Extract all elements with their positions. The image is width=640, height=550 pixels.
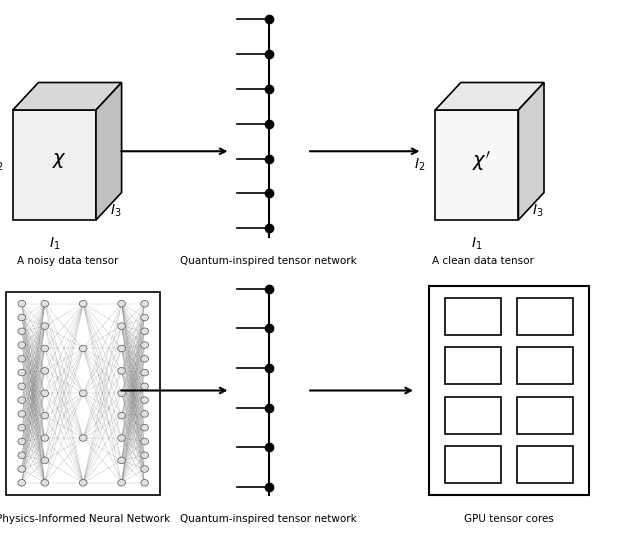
Polygon shape xyxy=(518,82,544,220)
Circle shape xyxy=(41,300,49,307)
Circle shape xyxy=(18,314,26,321)
Circle shape xyxy=(118,367,125,374)
Circle shape xyxy=(118,390,125,397)
Circle shape xyxy=(18,480,26,486)
Bar xyxy=(517,348,573,384)
Circle shape xyxy=(141,369,148,376)
Circle shape xyxy=(118,480,125,486)
Text: A noisy data tensor: A noisy data tensor xyxy=(17,256,118,266)
Circle shape xyxy=(141,438,148,445)
Circle shape xyxy=(141,480,148,486)
Circle shape xyxy=(41,345,49,352)
Circle shape xyxy=(79,434,87,441)
Circle shape xyxy=(141,425,148,431)
Bar xyxy=(517,446,573,483)
Circle shape xyxy=(41,323,49,329)
Circle shape xyxy=(18,342,26,348)
Text: GPU tensor cores: GPU tensor cores xyxy=(464,514,554,524)
Bar xyxy=(445,446,501,483)
Polygon shape xyxy=(96,82,122,220)
Circle shape xyxy=(141,383,148,389)
Text: Quantum-inspired tensor network: Quantum-inspired tensor network xyxy=(180,514,357,524)
Circle shape xyxy=(18,355,26,362)
Circle shape xyxy=(141,452,148,459)
Circle shape xyxy=(41,434,49,441)
Circle shape xyxy=(118,323,125,329)
Circle shape xyxy=(79,345,87,352)
Text: Physics-Informed Neural Network: Physics-Informed Neural Network xyxy=(0,514,170,524)
Circle shape xyxy=(141,466,148,472)
Circle shape xyxy=(18,397,26,404)
Circle shape xyxy=(141,300,148,307)
Circle shape xyxy=(41,412,49,419)
Circle shape xyxy=(79,390,87,397)
Circle shape xyxy=(18,328,26,334)
Circle shape xyxy=(141,355,148,362)
Circle shape xyxy=(18,425,26,431)
Text: $I_2$: $I_2$ xyxy=(414,157,426,173)
Bar xyxy=(517,298,573,335)
Text: $I_3$: $I_3$ xyxy=(110,202,122,218)
Circle shape xyxy=(118,434,125,441)
Circle shape xyxy=(79,480,87,486)
Circle shape xyxy=(18,438,26,445)
Circle shape xyxy=(141,411,148,417)
Circle shape xyxy=(79,300,87,307)
Text: $\chi$: $\chi$ xyxy=(52,151,67,170)
Circle shape xyxy=(18,411,26,417)
Circle shape xyxy=(41,367,49,374)
Circle shape xyxy=(118,412,125,419)
Text: $I_1$: $I_1$ xyxy=(49,235,60,252)
Bar xyxy=(6,292,160,495)
Circle shape xyxy=(141,342,148,348)
Bar xyxy=(445,397,501,433)
Bar xyxy=(429,286,589,495)
Circle shape xyxy=(41,457,49,464)
Circle shape xyxy=(141,328,148,334)
Circle shape xyxy=(18,300,26,307)
Circle shape xyxy=(18,369,26,376)
Text: Quantum-inspired tensor network: Quantum-inspired tensor network xyxy=(180,256,357,266)
Polygon shape xyxy=(13,110,96,220)
Circle shape xyxy=(141,314,148,321)
Polygon shape xyxy=(435,110,518,220)
Circle shape xyxy=(41,480,49,486)
Text: A clean data tensor: A clean data tensor xyxy=(432,256,534,266)
Circle shape xyxy=(141,397,148,404)
Polygon shape xyxy=(13,82,122,110)
Circle shape xyxy=(41,390,49,397)
Bar xyxy=(445,298,501,335)
Circle shape xyxy=(118,345,125,352)
Circle shape xyxy=(18,383,26,389)
Circle shape xyxy=(18,452,26,459)
Circle shape xyxy=(118,300,125,307)
Text: $\chi'$: $\chi'$ xyxy=(472,149,491,173)
Circle shape xyxy=(18,466,26,472)
Bar xyxy=(517,397,573,433)
Text: $I_3$: $I_3$ xyxy=(532,202,544,218)
Text: $I_1$: $I_1$ xyxy=(471,235,483,252)
Text: $I_2$: $I_2$ xyxy=(0,157,3,173)
Bar xyxy=(445,348,501,384)
Circle shape xyxy=(118,457,125,464)
Polygon shape xyxy=(435,82,544,110)
